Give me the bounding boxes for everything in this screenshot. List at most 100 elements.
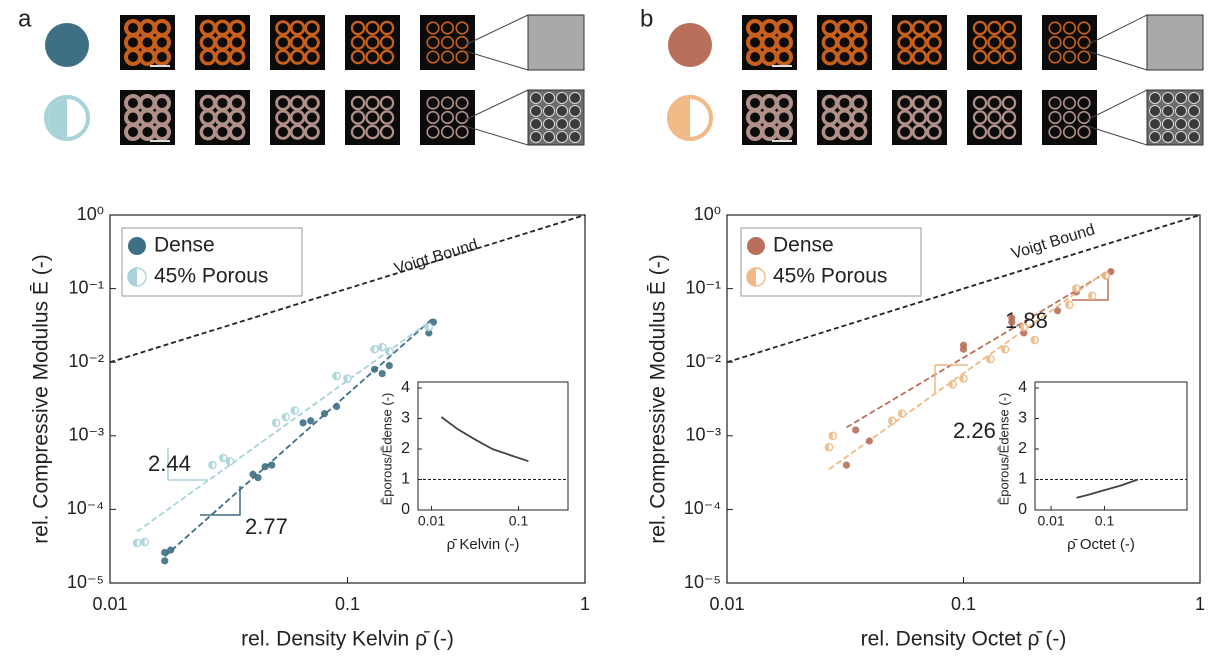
porous-icon-half (671, 99, 690, 137)
point-half (1065, 301, 1070, 309)
point (897, 409, 907, 418)
legend-box (740, 227, 922, 297)
photo-tile (1042, 15, 1097, 70)
pore (1162, 131, 1174, 143)
inset-x-tick-label: 0.1 (509, 513, 529, 529)
pore (543, 92, 555, 104)
point-half (208, 461, 213, 469)
lattice-cell (379, 35, 395, 50)
lattice-cell (153, 48, 171, 66)
voigt-label: Voigt Bound (392, 236, 480, 278)
lattice-cell (1048, 96, 1062, 110)
lattice-cell (455, 110, 469, 125)
pore (530, 105, 542, 117)
pore (543, 118, 555, 130)
point-half (986, 355, 991, 363)
inset-x-label: ρ̄ Octet (-) (1067, 536, 1135, 553)
photo-tile (420, 15, 475, 70)
fit-line (136, 321, 430, 533)
lattice-cell (850, 123, 868, 141)
lattice-cell (987, 35, 1002, 50)
inset-frame (417, 381, 569, 511)
fit-line (828, 270, 1107, 471)
lattice-cell (1001, 110, 1017, 125)
pore (1188, 131, 1200, 143)
point-half (1031, 336, 1035, 344)
point (254, 474, 262, 482)
lattice-cell (911, 49, 928, 65)
inset-y-tick-label: 0 (401, 501, 410, 518)
lattice-cell (775, 48, 793, 66)
point-half (333, 372, 337, 380)
lattice-cell (426, 125, 440, 139)
pore (1175, 131, 1187, 143)
lattice-cell (426, 35, 440, 50)
point-half (425, 323, 429, 331)
point-half (949, 380, 953, 388)
inset-y-label: Ēporous/Ēdense (-) (379, 393, 394, 506)
lattice-cell (972, 20, 988, 36)
lattice-cell (426, 110, 440, 125)
lattice-cell (1048, 110, 1062, 125)
point (377, 342, 387, 352)
point (852, 426, 860, 434)
lattice-cell (897, 49, 913, 65)
point (747, 237, 765, 255)
point (842, 461, 851, 469)
pore (1149, 92, 1161, 104)
lattice-cell (289, 109, 306, 126)
point (1020, 329, 1028, 337)
lattice-cell (1001, 35, 1017, 50)
legend-label: Dense (773, 234, 834, 257)
lattice-cell (1048, 50, 1062, 64)
lattice-cell (897, 95, 913, 111)
point (320, 410, 329, 418)
point-half (272, 419, 277, 427)
x-tick-label: 1 (580, 594, 590, 614)
lattice-cell (365, 49, 380, 65)
y-tick-label: 10⁻⁵ (67, 572, 104, 592)
point (385, 361, 393, 370)
inset-y-tick-label: 1 (401, 471, 410, 488)
lattice-cell (455, 96, 469, 110)
y-tick-label: 10⁻⁴ (684, 498, 721, 518)
lattice-cell (926, 20, 942, 36)
point (1072, 284, 1081, 293)
y-tick-label: 10⁻⁴ (67, 498, 104, 518)
y-tick-label: 10⁻² (68, 351, 104, 371)
point (132, 538, 142, 548)
y-tick-label: 10⁻² (685, 351, 721, 371)
point (167, 546, 175, 554)
lattice-cell (289, 49, 306, 65)
point (140, 537, 150, 547)
photo-tile (1042, 90, 1097, 145)
pore (1175, 105, 1187, 117)
y-tick-label: 10⁻⁵ (684, 572, 721, 592)
fit-line (164, 317, 435, 558)
slope-triangle (167, 448, 208, 481)
point (290, 406, 300, 415)
zoom-lines (1086, 89, 1148, 146)
lattice-cell (987, 20, 1002, 36)
inset-y-tick-label: 1 (1018, 471, 1027, 488)
lattice-cell (1001, 49, 1017, 65)
voigt-bound (726, 214, 1201, 364)
lattice-cell (379, 95, 395, 111)
lattice-cell (275, 109, 291, 126)
lattice-cell (228, 48, 246, 66)
lattice-cell (1062, 35, 1077, 50)
pore (1175, 92, 1187, 104)
lattice-cell (1062, 50, 1077, 64)
point-half (898, 410, 903, 418)
lattice-cell (926, 34, 942, 51)
lattice-cell (1062, 96, 1077, 110)
pore (569, 131, 581, 143)
lattice-cell (972, 49, 988, 65)
x-axis-label: rel. Density Octet ρ̄ (-) (861, 628, 1067, 651)
slope-label: 2.44 (148, 451, 191, 476)
point-half (1102, 272, 1106, 280)
lattice-cell (850, 48, 868, 66)
voigt-bound (109, 214, 586, 364)
dense-icon (668, 23, 712, 67)
point (225, 457, 235, 466)
